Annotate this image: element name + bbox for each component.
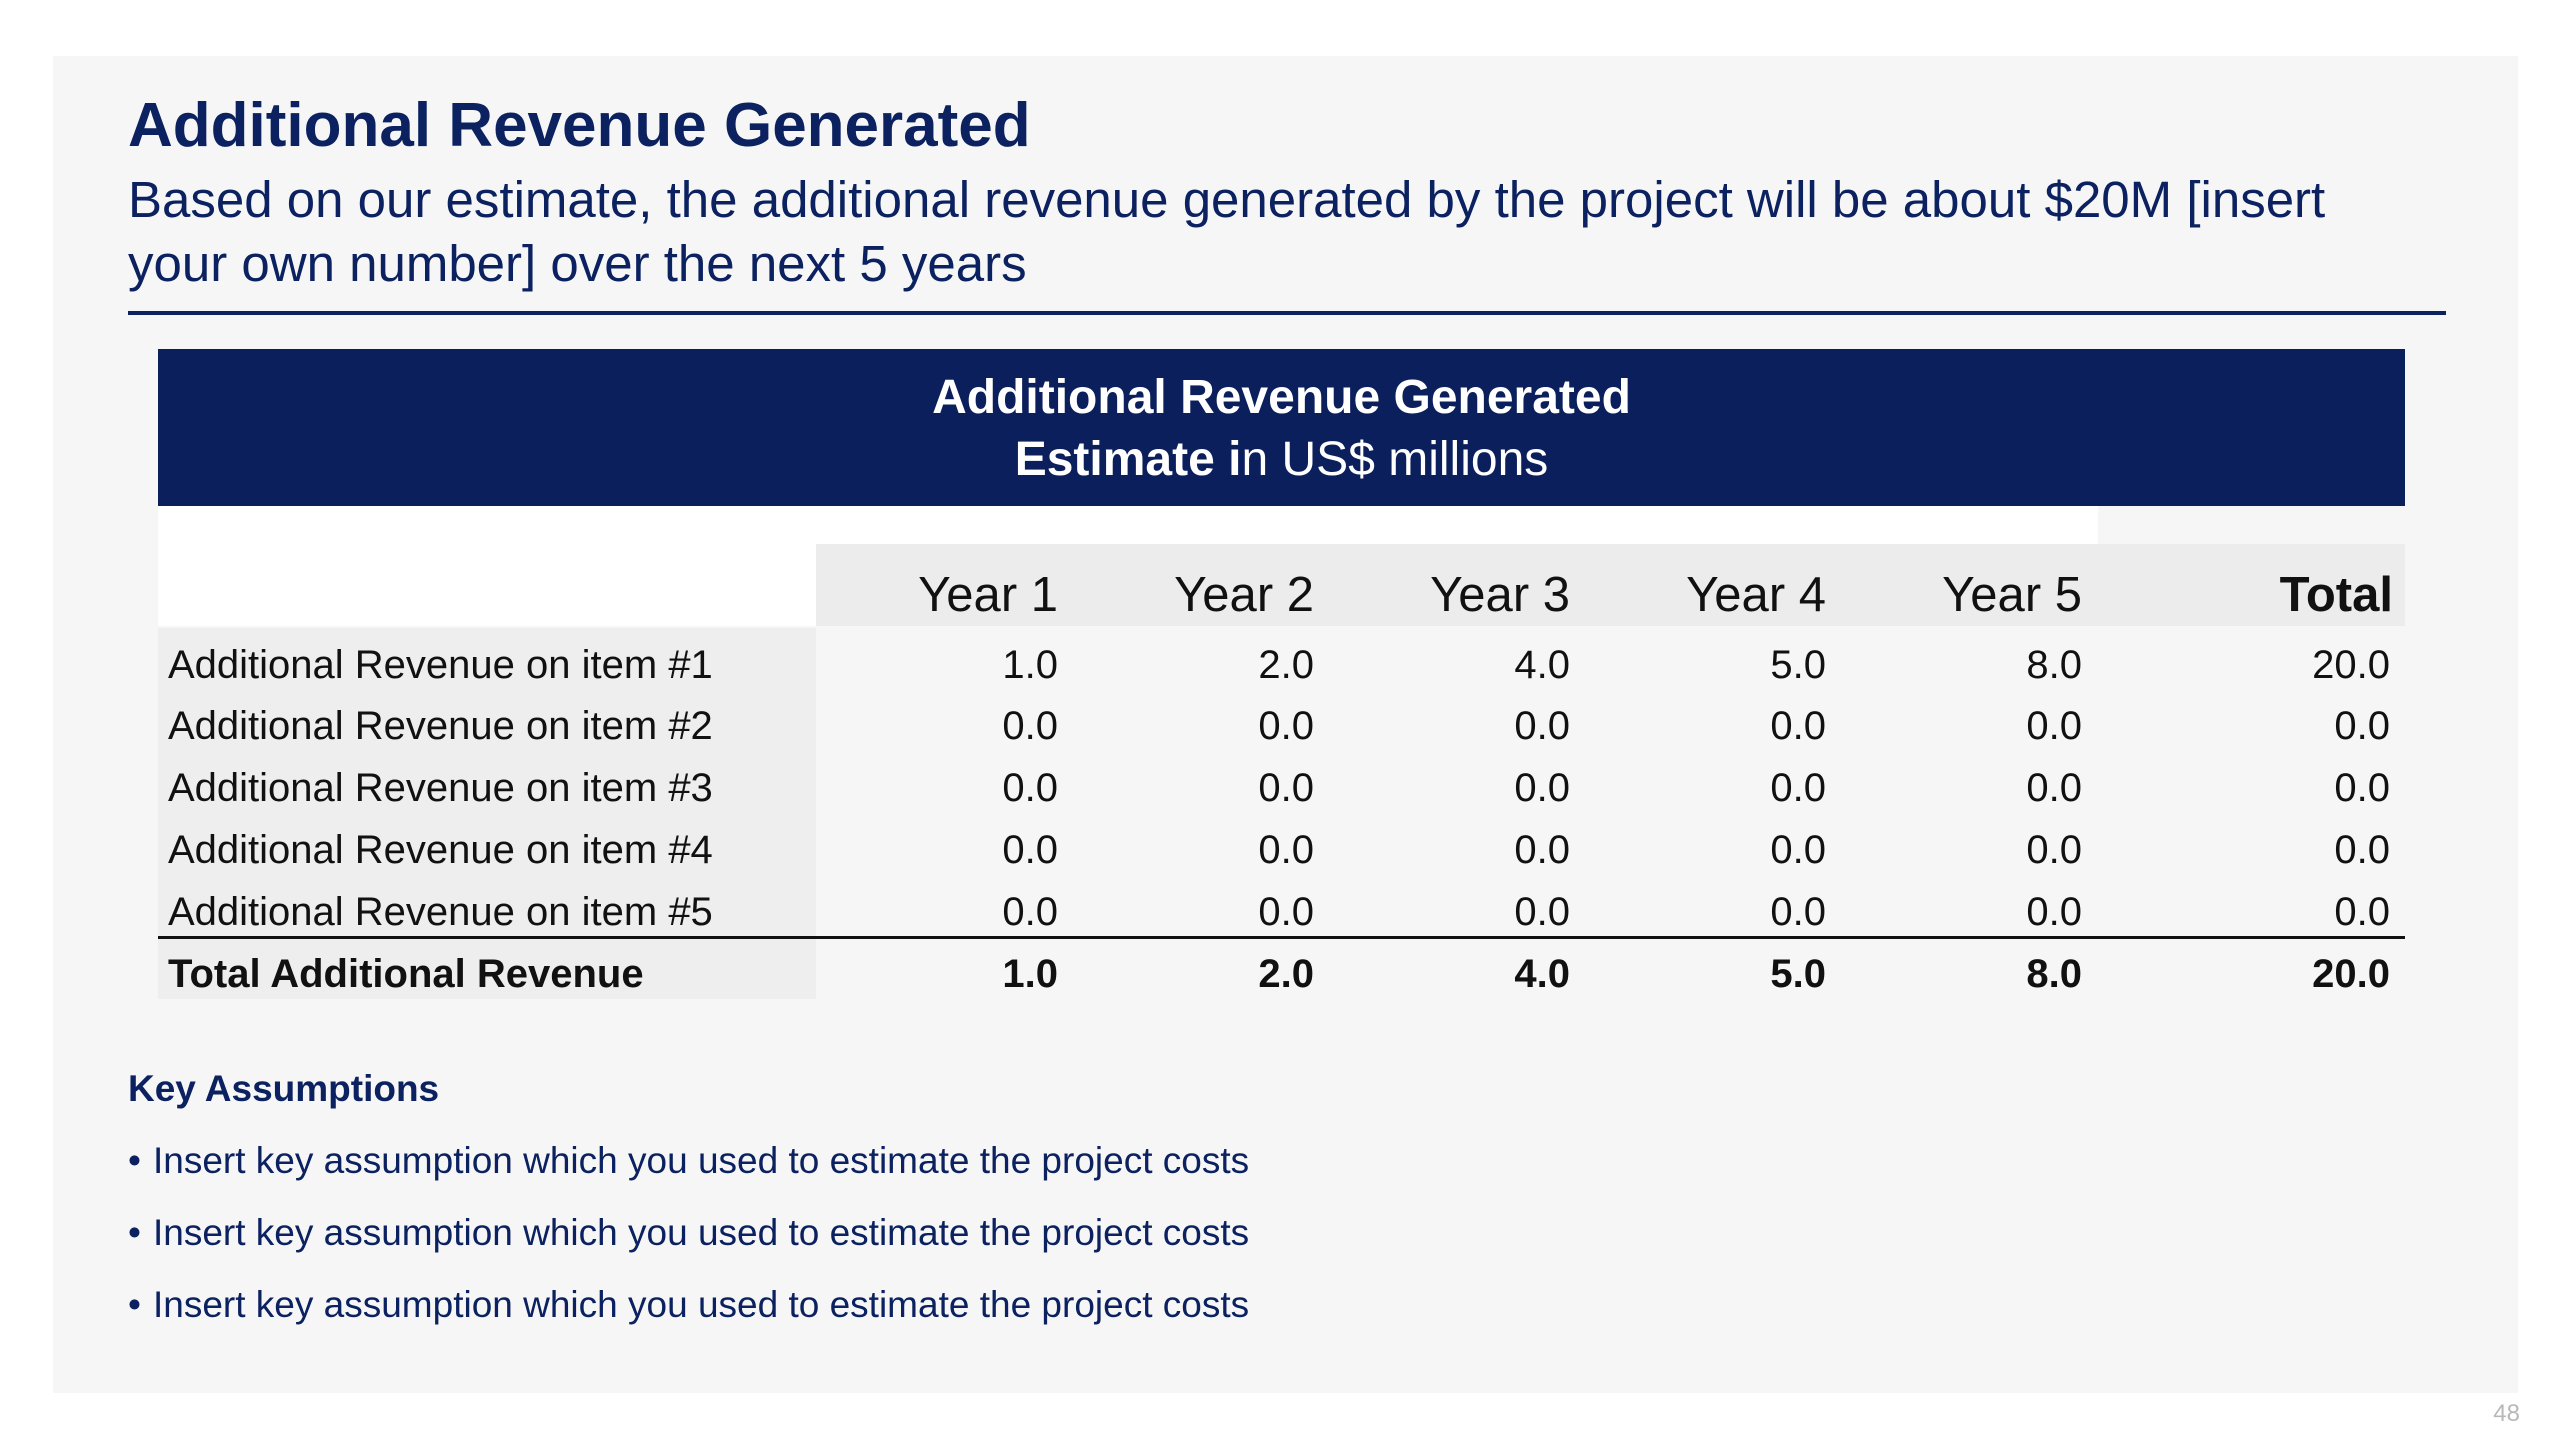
table-cell: 0.0	[1770, 890, 1826, 934]
table-cell: 0.0	[1002, 828, 1058, 872]
label-cell-bg	[158, 937, 816, 999]
table-cell: 0.0	[2026, 828, 2082, 872]
table-cell: 0.0	[2334, 828, 2390, 872]
table-cell: 20.0	[2312, 643, 2390, 687]
table-cell: 0.0	[2334, 766, 2390, 810]
table-cell: 0.0	[2026, 704, 2082, 748]
table-cell: 0.0	[1258, 704, 1314, 748]
column-header-6: Total	[2279, 568, 2393, 622]
table-cell: 0.0	[2334, 704, 2390, 748]
column-header-5: Year 5	[1942, 568, 2082, 622]
label-cell-bg	[158, 689, 816, 751]
table-cell: 0.0	[1514, 890, 1570, 934]
assumption-item: • Insert key assumption which you used to…	[128, 1210, 1249, 1256]
assumption-text: Insert key assumption which you used to …	[152, 1212, 1250, 1253]
row-label: Additional Revenue on item #5	[168, 890, 713, 934]
label-cell-bg	[158, 875, 816, 937]
banner-subtitle-rest: n US$ millions	[1241, 433, 1549, 486]
column-header-3: Year 3	[1430, 568, 1570, 622]
banner-subtitle-bold: Estimate i	[1014, 433, 1242, 486]
table-cell: 0.0	[1770, 766, 1826, 810]
assumption-text: Insert key assumption which you used to …	[152, 1140, 1250, 1181]
table-cell: 0.0	[1258, 890, 1314, 934]
table-banner: Additional Revenue Generated Estimate in…	[158, 349, 2405, 506]
slide-subtitle: Based on our estimate, the additional re…	[128, 171, 2326, 292]
table-cell: 0.0	[2026, 890, 2082, 934]
table-cell: 0.0	[1258, 766, 1314, 810]
table-cell: 0.0	[1002, 704, 1058, 748]
table-cell: 5.0	[1770, 643, 1826, 687]
label-cell-bg	[158, 813, 816, 875]
table-cell: 4.0	[1514, 643, 1570, 687]
label-cell-bg	[158, 628, 816, 690]
total-row-label: Total Additional Revenue	[168, 952, 644, 996]
column-header-row	[816, 544, 2405, 626]
table-cell: 0.0	[1514, 704, 1570, 748]
column-header-2: Year 2	[1174, 568, 1314, 622]
column-header-4: Year 4	[1686, 568, 1826, 622]
column-header-1: Year 1	[918, 568, 1058, 622]
row-label: Additional Revenue on item #4	[168, 828, 713, 872]
total-cell: 4.0	[1514, 952, 1570, 996]
total-cell: 5.0	[1770, 952, 1826, 996]
page-number: 48	[2493, 1400, 2520, 1427]
table-cell: 0.0	[1002, 766, 1058, 810]
table-cell: 0.0	[1770, 828, 1826, 872]
banner-title: Additional Revenue Generated	[932, 371, 1631, 424]
table-cell: 0.0	[1514, 766, 1570, 810]
assumptions-heading: Key Assumptions	[128, 1068, 440, 1109]
table-cell: 0.0	[1770, 704, 1826, 748]
slide-title: Additional Revenue Generated	[128, 91, 1031, 160]
assumption-item: • Insert key assumption which you used to…	[128, 1282, 1249, 1328]
assumption-text: Insert key assumption which you used to …	[152, 1284, 1250, 1325]
total-cell: 20.0	[2312, 952, 2390, 996]
table-cell: 0.0	[1002, 890, 1058, 934]
table-cell: 0.0	[1514, 828, 1570, 872]
bullet-icon: •	[128, 1212, 141, 1253]
label-header-cell	[158, 506, 816, 626]
total-cell: 8.0	[2026, 952, 2082, 996]
bullet-icon: •	[128, 1284, 141, 1325]
table-cell: 8.0	[2026, 643, 2082, 687]
table-cell: 1.0	[1002, 643, 1058, 687]
table-cell: 0.0	[2334, 890, 2390, 934]
total-cell: 1.0	[1002, 952, 1058, 996]
total-divider	[158, 936, 2405, 939]
table-cell: 2.0	[1258, 643, 1314, 687]
table-cell: 0.0	[2026, 766, 2082, 810]
bullet-icon: •	[128, 1140, 141, 1181]
banner-subtitle: Estimate in US$ millions	[158, 430, 2405, 490]
total-cell: 2.0	[1258, 952, 1314, 996]
row-label: Additional Revenue on item #2	[168, 704, 713, 748]
row-label: Additional Revenue on item #3	[168, 766, 713, 810]
row-label: Additional Revenue on item #1	[168, 643, 713, 687]
assumption-item: • Insert key assumption which you used to…	[128, 1138, 1249, 1184]
label-cell-bg	[158, 751, 816, 813]
table-cell: 0.0	[1258, 828, 1314, 872]
title-divider	[128, 311, 2446, 315]
